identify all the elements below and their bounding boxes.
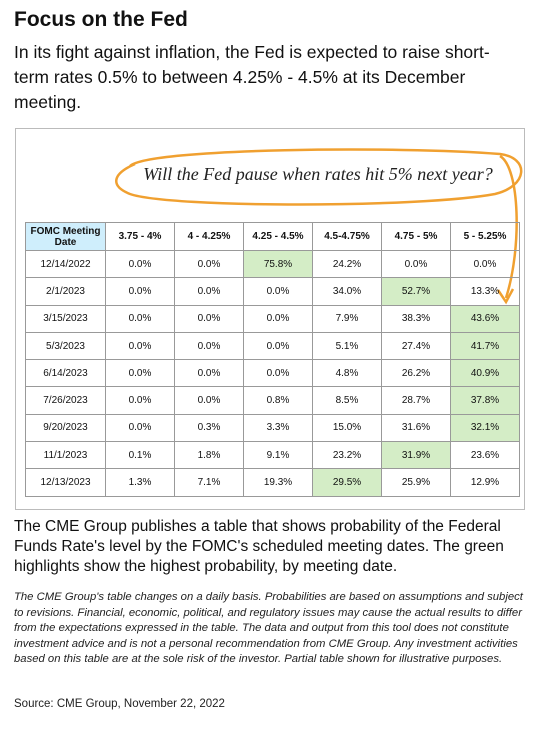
probability-cell: 26.2% — [381, 359, 451, 388]
probability-cell: 38.3% — [381, 304, 451, 333]
column-header: 4.75 - 5% — [381, 222, 451, 251]
probability-cell: 19.3% — [243, 468, 313, 497]
probability-cell: 0.0% — [243, 331, 313, 361]
probability-cell: 5.1% — [312, 331, 382, 361]
probability-cell: 37.8% — [450, 386, 520, 415]
probability-cell: 3.3% — [243, 413, 313, 443]
probability-cell: 40.9% — [450, 359, 520, 388]
probability-cell: 75.8% — [243, 249, 313, 279]
source: Source: CME Group, November 22, 2022 — [14, 698, 225, 710]
annotation: Will the Fed pause when rates hit 5% nex… — [143, 164, 492, 184]
column-header: 5 - 5.25% — [450, 222, 520, 251]
probability-cell: 0.0% — [105, 304, 175, 333]
column-header: 4.5-4.75% — [312, 222, 382, 251]
probability-cell: 0.0% — [243, 359, 313, 388]
probability-cell: 1.3% — [105, 468, 175, 497]
probability-cell: 23.2% — [312, 441, 382, 470]
table-row: 5/3/2023 0.0% 0.0% 0.0% 5.1% 27.4% 41.7% — [25, 331, 520, 361]
probability-cell: 41.7% — [450, 331, 520, 361]
date-cell: 12/13/2023 — [25, 468, 106, 497]
table-row: 12/14/2022 0.0% 0.0% 75.8% 24.2% 0.0% 0.0% — [25, 249, 520, 279]
column-header: 4 - 4.25% — [174, 222, 244, 251]
probability-cell: 0.0% — [174, 386, 244, 415]
probability-cell: 32.1% — [450, 413, 520, 443]
probability-cell: 0.0% — [105, 331, 175, 361]
disclaimer: The CME Group's table changes on a daily… — [14, 591, 523, 665]
table-frame — [15, 128, 525, 510]
probability-cell: 15.0% — [312, 413, 382, 443]
table-row: 12/13/2023 1.3% 7.1% 19.3% 29.5% 25.9% 12.9% — [25, 468, 520, 497]
probability-cell: 25.9% — [381, 468, 451, 497]
table: FOMC Meeting Date 3.75 - 4% 4 - 4.25% 4.25 … — [25, 222, 520, 497]
probability-cell: 13.3% — [450, 277, 520, 306]
probability-cell: 0.0% — [174, 331, 244, 361]
probability-cell: 12.9% — [450, 468, 520, 497]
probability-cell: 8.5% — [312, 386, 382, 415]
probability-cell: 0.0% — [174, 277, 244, 306]
date-cell: 9/20/2023 — [25, 413, 106, 443]
date-cell: 12/14/2022 — [25, 249, 106, 279]
probability-cell: 0.1% — [105, 441, 175, 470]
probability-cell: 0.0% — [174, 359, 244, 388]
probability-cell: 31.6% — [381, 413, 451, 443]
table-row: 7/26/2023 0.0% 0.0% 0.8% 8.5% 28.7% 37.8% — [25, 386, 520, 415]
probability-cell: 28.7% — [381, 386, 451, 415]
probability-cell: 34.0% — [312, 277, 382, 306]
date-cell: 5/3/2023 — [25, 331, 106, 361]
subtitle: In its fight against inflation, the Fed … — [14, 42, 490, 112]
probability-cell: 4.8% — [312, 359, 382, 388]
probability-cell: 0.0% — [243, 277, 313, 306]
probability-cell: 0.8% — [243, 386, 313, 415]
date-cell: 3/15/2023 — [25, 304, 106, 333]
probability-cell: 31.9% — [381, 441, 451, 470]
probability-cell: 24.2% — [312, 249, 382, 279]
probability-cell: 29.5% — [312, 468, 382, 497]
table-row: FOMC Meeting Date 3.75 - 4% 4 - 4.25% 4.25 … — [25, 222, 520, 251]
table-row: 11/1/2023 0.1% 1.8% 9.1% 23.2% 31.9% 23.6% — [25, 441, 520, 470]
column-header: 4.25 - 4.5% — [243, 222, 313, 251]
probability-cell: 7.9% — [312, 304, 382, 333]
oval — [115, 148, 523, 206]
probability-cell: 0.0% — [105, 413, 175, 443]
probability-cell: 43.6% — [450, 304, 520, 333]
probability-cell: 23.6% — [450, 441, 520, 470]
probability-cell: 1.8% — [174, 441, 244, 470]
probability-cell: 0.0% — [105, 277, 175, 306]
table-row: 6/14/2023 0.0% 0.0% 0.0% 4.8% 26.2% 40.9% — [25, 359, 520, 388]
probability-cell: 0.3% — [174, 413, 244, 443]
date-cell: 7/26/2023 — [25, 386, 106, 415]
probability-cell: 52.7% — [381, 277, 451, 306]
probability-cell: 0.0% — [105, 386, 175, 415]
column-header: 3.75 - 4% — [105, 222, 175, 251]
probability-cell: 27.4% — [381, 331, 451, 361]
body-text: The CME Group publishes a table that sho… — [14, 518, 504, 575]
table-row: 3/15/2023 0.0% 0.0% 0.0% 7.9% 38.3% 43.6% — [25, 304, 520, 333]
probability-cell: 9.1% — [243, 441, 313, 470]
date-cell: 2/1/2023 — [25, 277, 106, 306]
column-header: FOMC Meeting Date — [25, 222, 106, 251]
probability-cell: 0.0% — [243, 304, 313, 333]
probability-cell: 0.0% — [105, 359, 175, 388]
probability-cell: 0.0% — [174, 249, 244, 279]
probability-cell: 7.1% — [174, 468, 244, 497]
title: Focus on the Fed — [14, 8, 188, 31]
date-cell: 6/14/2023 — [25, 359, 106, 388]
table-row: 2/1/2023 0.0% 0.0% 0.0% 34.0% 52.7% 13.3% — [25, 277, 520, 306]
probability-cell: 0.0% — [381, 249, 451, 279]
probability-cell: 0.0% — [105, 249, 175, 279]
probability-cell: 0.0% — [450, 249, 520, 279]
date-cell: 11/1/2023 — [25, 441, 106, 470]
table-row: 9/20/2023 0.0% 0.3% 3.3% 15.0% 31.6% 32.1% — [25, 413, 520, 443]
probability-cell: 0.0% — [174, 304, 244, 333]
